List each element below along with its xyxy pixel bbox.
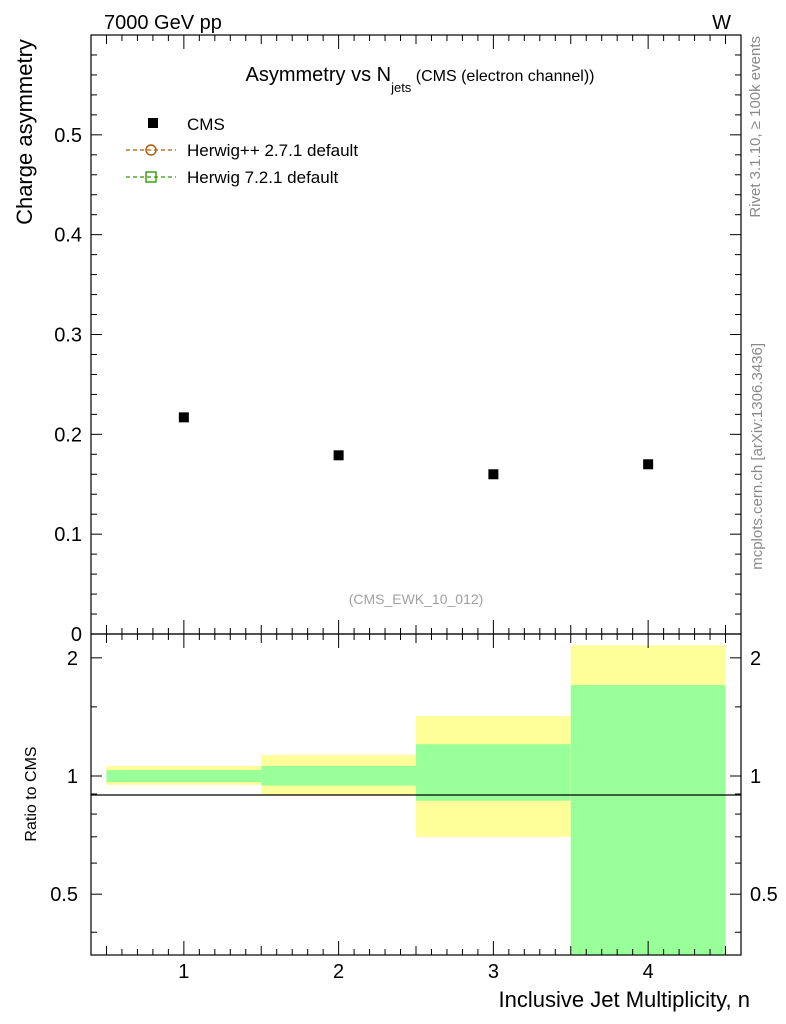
ratio-panel: 0.5 0.5 1 1 2 2 1 2 3 4 Ratio to CMS Inclusive J…: [23, 35, 778, 1012]
legend: CMS Herwig++ 2.7.1 default Herwig 7.2.1 …: [126, 115, 358, 187]
legend-item-cms: CMS: [148, 115, 225, 134]
header-left-label: 7000 GeV pp: [104, 12, 222, 34]
ratio-frame: [90, 633, 742, 956]
ratio-y-axis-label: Ratio to CMS: [23, 746, 40, 841]
legend-item-herwigpp: Herwig++ 2.7.1 default: [126, 141, 358, 160]
legend-item-herwig7: Herwig 7.2.1 default: [126, 168, 338, 187]
main-y-ticks: 0.1 0.2 0.3 0.4 0.5: [54, 54, 741, 615]
main-y-tick-label: 0.4: [54, 225, 82, 247]
ratio-y-tick-label-right: 0.5: [750, 884, 778, 906]
x-tick-label: 1: [178, 961, 189, 983]
main-y-axis-label: Charge asymmetry: [12, 39, 37, 225]
cms-data-point: [488, 469, 499, 480]
ratio-y-tick-label: 0.5: [50, 884, 78, 906]
main-data-points: [178, 412, 654, 480]
title-main-text: Asymmetry vs N: [246, 64, 392, 86]
ratio-y-ticks: 0.5 0.5 1 1 2 2: [50, 648, 778, 933]
ratio-y-tick-label-right: 2: [750, 648, 761, 670]
main-title: Asymmetry vs Njets (CMS (electron channe…: [246, 64, 595, 95]
main-panel: Asymmetry vs Njets (CMS (electron channe…: [12, 34, 742, 646]
x-tick-label: 2: [333, 961, 344, 983]
main-y-tick-label-zero: 0: [71, 624, 82, 646]
ratio-y-tick-label: 2: [67, 648, 78, 670]
x-tick-label: 3: [488, 961, 499, 983]
title-subscript: jets: [390, 80, 412, 95]
header-right-label: W: [712, 12, 731, 34]
main-y-tick-label: 0.5: [54, 125, 82, 147]
main-y-tick-label: 0.3: [54, 325, 82, 347]
stat-uncertainty-band: [106, 770, 262, 783]
ratio-bands: [106, 645, 726, 955]
analysis-annotation: (CMS_EWK_10_012): [349, 591, 484, 607]
ratio-y-tick-label-right: 1: [750, 766, 761, 788]
legend-marker-herwigpp: [145, 144, 157, 156]
legend-label-cms: CMS: [187, 115, 225, 134]
stat-uncertainty-band: [570, 685, 726, 955]
title-suffix: (CMS (electron channel)): [411, 68, 594, 85]
ratio-y-tick-label: 1: [67, 766, 78, 788]
main-y-tick-label: 0.1: [54, 524, 82, 546]
legend-label-herwigpp: Herwig++ 2.7.1 default: [187, 141, 358, 160]
stat-uncertainty-band: [261, 766, 416, 786]
legend-label-herwig7: Herwig 7.2.1 default: [187, 168, 338, 187]
ratio-x-ticks: 1 2 3 4: [105, 35, 727, 983]
x-tick-label: 4: [643, 961, 654, 983]
ratio-x-axis-label: Inclusive Jet Multiplicity, n: [499, 987, 750, 1012]
cms-data-point: [178, 412, 189, 423]
cms-data-point: [643, 459, 654, 470]
mcplots-reference-label: mcplots.cern.ch [arXiv:1306.3436]: [749, 343, 766, 570]
main-y-tick-label: 0.2: [54, 424, 82, 446]
legend-marker-herwig7: [145, 171, 157, 183]
stat-uncertainty-band: [416, 744, 571, 801]
cms-data-point: [333, 450, 344, 461]
rivet-version-label: Rivet 3.1.10, ≥ 100k events: [747, 36, 764, 218]
legend-marker-cms: [148, 118, 158, 128]
